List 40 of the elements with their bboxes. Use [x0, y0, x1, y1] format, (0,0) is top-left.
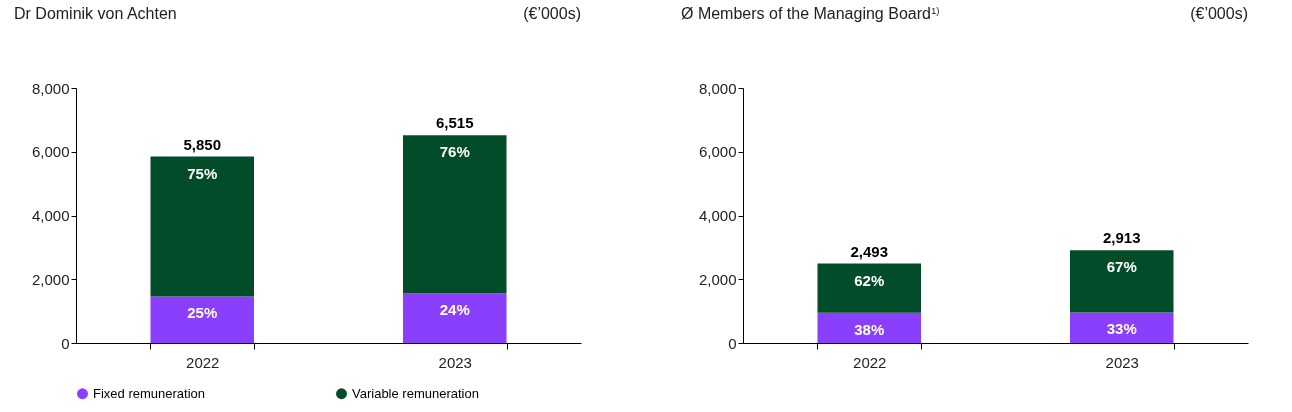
- bar: [402, 293, 507, 343]
- total-label: 6,515: [435, 114, 474, 132]
- y-tick-label: 0: [728, 334, 737, 352]
- y-tick-label: 0: [61, 334, 70, 352]
- bar: [1069, 250, 1174, 313]
- y-tick-label: 8,000: [698, 79, 737, 97]
- annotation: 67%: [1106, 258, 1137, 276]
- x-tick-label: 2023: [1105, 353, 1139, 371]
- bar: [817, 312, 922, 343]
- x-tick-label: 2022: [853, 353, 887, 371]
- total-label: 2,493: [850, 242, 889, 260]
- x-tick-label: 2023: [438, 353, 472, 371]
- annotation: 76%: [439, 143, 470, 161]
- legend-label: Variable remuneration: [352, 385, 479, 401]
- bar: [817, 263, 922, 313]
- total-label: 2,913: [1102, 229, 1141, 247]
- total-label: 5,850: [183, 135, 222, 153]
- y-tick-label: 2,000: [698, 270, 737, 288]
- x-tick-label: 2022: [186, 353, 220, 371]
- legend-label: Fixed remuneration: [93, 385, 205, 401]
- bar: [1069, 312, 1174, 343]
- annotation: 24%: [439, 301, 470, 319]
- annotation: 25%: [187, 304, 218, 322]
- bar: [150, 156, 255, 297]
- text: (€’000s): [523, 5, 581, 22]
- y-tick-label: 8,000: [31, 79, 70, 97]
- y-tick-label: 6,000: [31, 143, 70, 161]
- bar: [402, 135, 507, 294]
- chart-title: Dr Dominik von Achten: [14, 5, 177, 22]
- y-tick-label: 4,000: [31, 207, 70, 224]
- annotation: 62%: [854, 271, 885, 289]
- annotation: 75%: [187, 164, 218, 182]
- annotation: 33%: [1106, 320, 1137, 338]
- y-tick-label: 4,000: [698, 207, 737, 224]
- y-tick-label: 2,000: [31, 270, 70, 288]
- chart-title: Ø Members of the Managing Board$^{1)}$: [681, 4, 940, 22]
- y-tick-label: 6,000: [698, 143, 737, 161]
- bar: [150, 296, 255, 343]
- annotation: 38%: [854, 320, 885, 338]
- text: (€’000s): [1190, 5, 1248, 22]
